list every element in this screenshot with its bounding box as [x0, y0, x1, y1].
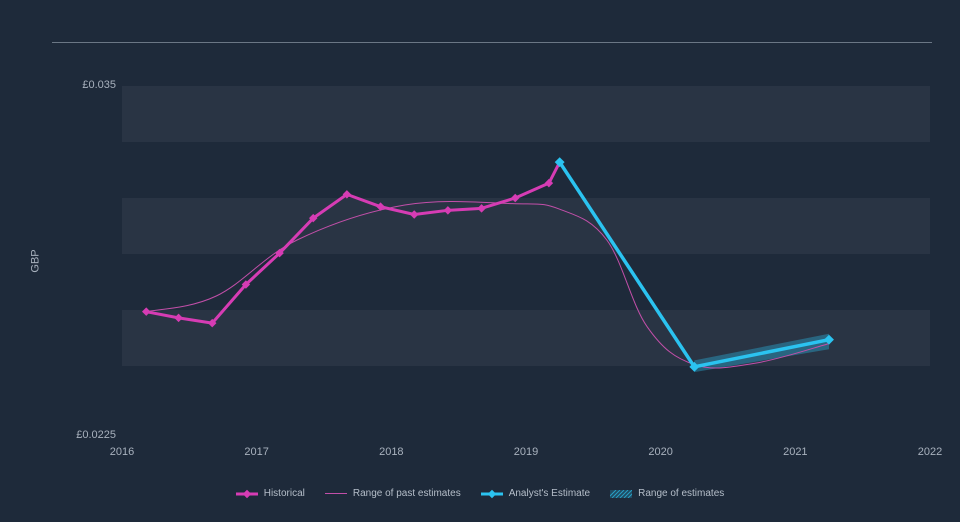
x-tick-label: 2017 [237, 446, 277, 458]
historical-marker [142, 307, 150, 315]
historical-marker [174, 314, 182, 322]
y-axis-label: GBP [30, 249, 42, 272]
chart-container: GBP Historical Range of past estimates Ana… [0, 0, 960, 522]
legend-label: Historical [264, 488, 305, 499]
x-tick-label: 2021 [775, 446, 815, 458]
x-tick-label: 2016 [102, 446, 142, 458]
historical-marker [511, 194, 519, 202]
x-tick-label: 2019 [506, 446, 546, 458]
y-tick-label: £0.035 [56, 79, 116, 91]
legend-label: Analyst's Estimate [509, 488, 590, 499]
legend-swatch [236, 489, 258, 499]
analyst-line [560, 162, 829, 367]
legend-swatch [610, 490, 632, 498]
legend-item-estimate-range: Range of estimates [610, 488, 724, 499]
chart-svg [122, 86, 930, 436]
legend-item-analyst: Analyst's Estimate [481, 488, 590, 499]
legend-label: Range of estimates [638, 488, 724, 499]
legend-label: Range of past estimates [353, 488, 461, 499]
y-tick-label: £0.0225 [56, 429, 116, 441]
historical-marker [444, 206, 452, 214]
legend-swatch [481, 489, 503, 499]
x-tick-label: 2018 [371, 446, 411, 458]
historical-marker [410, 210, 418, 218]
legend-item-historical: Historical [236, 488, 305, 499]
chart-legend: Historical Range of past estimates Analyst… [0, 488, 960, 499]
legend-swatch [325, 493, 347, 494]
historical-marker [477, 204, 485, 212]
legend-item-past-estimate-range: Range of past estimates [325, 488, 461, 499]
x-tick-label: 2020 [641, 446, 681, 458]
plot-area [122, 86, 930, 436]
x-tick-label: 2022 [910, 446, 950, 458]
top-rule [52, 42, 932, 43]
